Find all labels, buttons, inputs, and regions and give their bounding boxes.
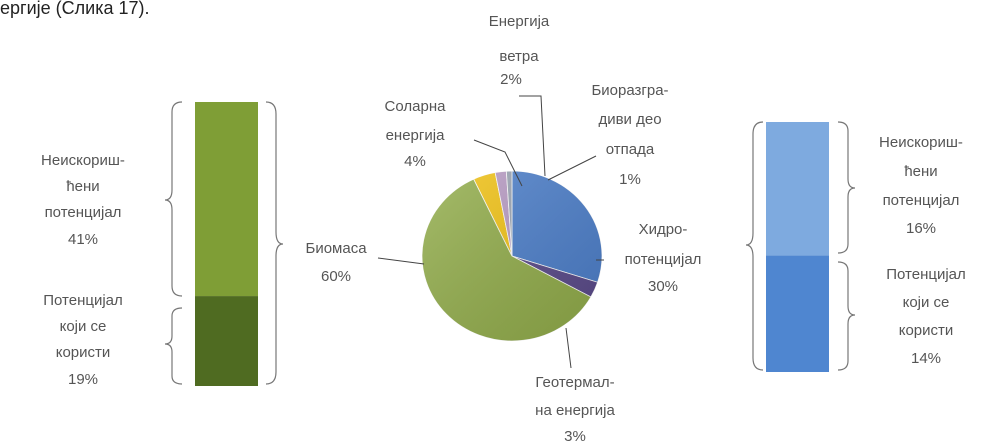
svg-text:Енергија: Енергија <box>489 13 550 30</box>
bar-segment-unused <box>766 122 829 256</box>
bar-segment-unused <box>195 102 258 297</box>
intro-text: ергије (Слика 17). <box>0 0 150 18</box>
svg-text:4%: 4% <box>404 153 426 170</box>
brace-left-total <box>265 101 284 385</box>
svg-text:ветра: ветра <box>499 48 539 65</box>
pie-label-solar: Соларна енергија 4% <box>385 98 447 170</box>
leader-biomass <box>377 257 425 265</box>
svg-text:ћени: ћени <box>66 178 99 195</box>
svg-text:3%: 3% <box>564 428 586 444</box>
pie-shading <box>422 171 602 341</box>
svg-text:14%: 14% <box>911 350 941 367</box>
svg-text:отпада: отпада <box>606 141 655 158</box>
leader-waste <box>547 155 597 181</box>
svg-text:на енергија: на енергија <box>535 402 615 419</box>
svg-text:16%: 16% <box>906 220 936 237</box>
svg-text:Биомаса: Биомаса <box>305 240 367 257</box>
left-stacked-bar <box>195 102 258 386</box>
right-stacked-bar <box>766 122 829 372</box>
svg-text:ћени: ћени <box>904 163 937 180</box>
pie-label-geothermal: Геотермал- на енергија 3% <box>535 374 615 444</box>
leader-solar <box>473 139 523 187</box>
svg-text:Потенцијал: Потенцијал <box>43 292 123 309</box>
svg-text:Геотермал-: Геотермал- <box>535 374 614 391</box>
svg-text:Биоразгра-: Биоразгра- <box>591 82 668 99</box>
svg-text:Соларна: Соларна <box>385 98 447 115</box>
svg-text:који се: који се <box>60 318 107 335</box>
svg-text:потенцијал: потенцијал <box>883 192 960 209</box>
left-unused-label: Неискориш- ћени потенцијал 41% <box>41 152 125 248</box>
svg-text:диви део: диви део <box>598 111 661 128</box>
svg-text:19%: 19% <box>68 371 98 388</box>
svg-text:потенцијал: потенцијал <box>625 251 702 268</box>
bar-segment-used <box>766 255 829 372</box>
svg-text:Неискориш-: Неискориш- <box>879 134 963 151</box>
svg-text:Неискориш-: Неискориш- <box>41 152 125 169</box>
svg-text:користи: користи <box>899 322 954 339</box>
right-used-label: Потенцијал који се користи 14% <box>886 266 966 367</box>
svg-text:Хидро-: Хидро- <box>639 221 688 238</box>
leader-wind <box>519 95 546 177</box>
pie-chart <box>421 170 603 342</box>
brace-right-unused <box>837 121 856 254</box>
right-unused-label: Неискориш- ћени потенцијал 16% <box>879 134 963 237</box>
svg-text:60%: 60% <box>321 268 351 285</box>
svg-text:1%: 1% <box>619 171 641 188</box>
svg-text:Потенцијал: Потенцијал <box>886 266 966 283</box>
pie-label-wind: Енергија ветра 2% <box>489 13 550 88</box>
bar-segment-used <box>195 296 258 386</box>
svg-text:30%: 30% <box>648 278 678 295</box>
brace-left-used <box>164 307 183 385</box>
brace-left-unused <box>164 101 183 297</box>
pie-label-hydro: Хидро- потенцијал 30% <box>625 221 702 295</box>
svg-text:2%: 2% <box>500 71 522 88</box>
left-used-label: Потенцијал који се користи 19% <box>43 292 123 388</box>
svg-text:енергија: енергија <box>386 127 445 144</box>
svg-text:41%: 41% <box>68 231 98 248</box>
leader-geo <box>565 327 572 369</box>
svg-text:користи: користи <box>56 344 111 361</box>
pie-label-biomass: Биомаса 60% <box>305 240 367 285</box>
svg-text:који се: који се <box>903 294 950 311</box>
brace-right-total <box>745 121 764 371</box>
svg-text:потенцијал: потенцијал <box>45 204 122 221</box>
pie-label-waste: Биоразгра- диви део отпада 1% <box>591 82 668 188</box>
brace-right-used <box>837 261 856 371</box>
